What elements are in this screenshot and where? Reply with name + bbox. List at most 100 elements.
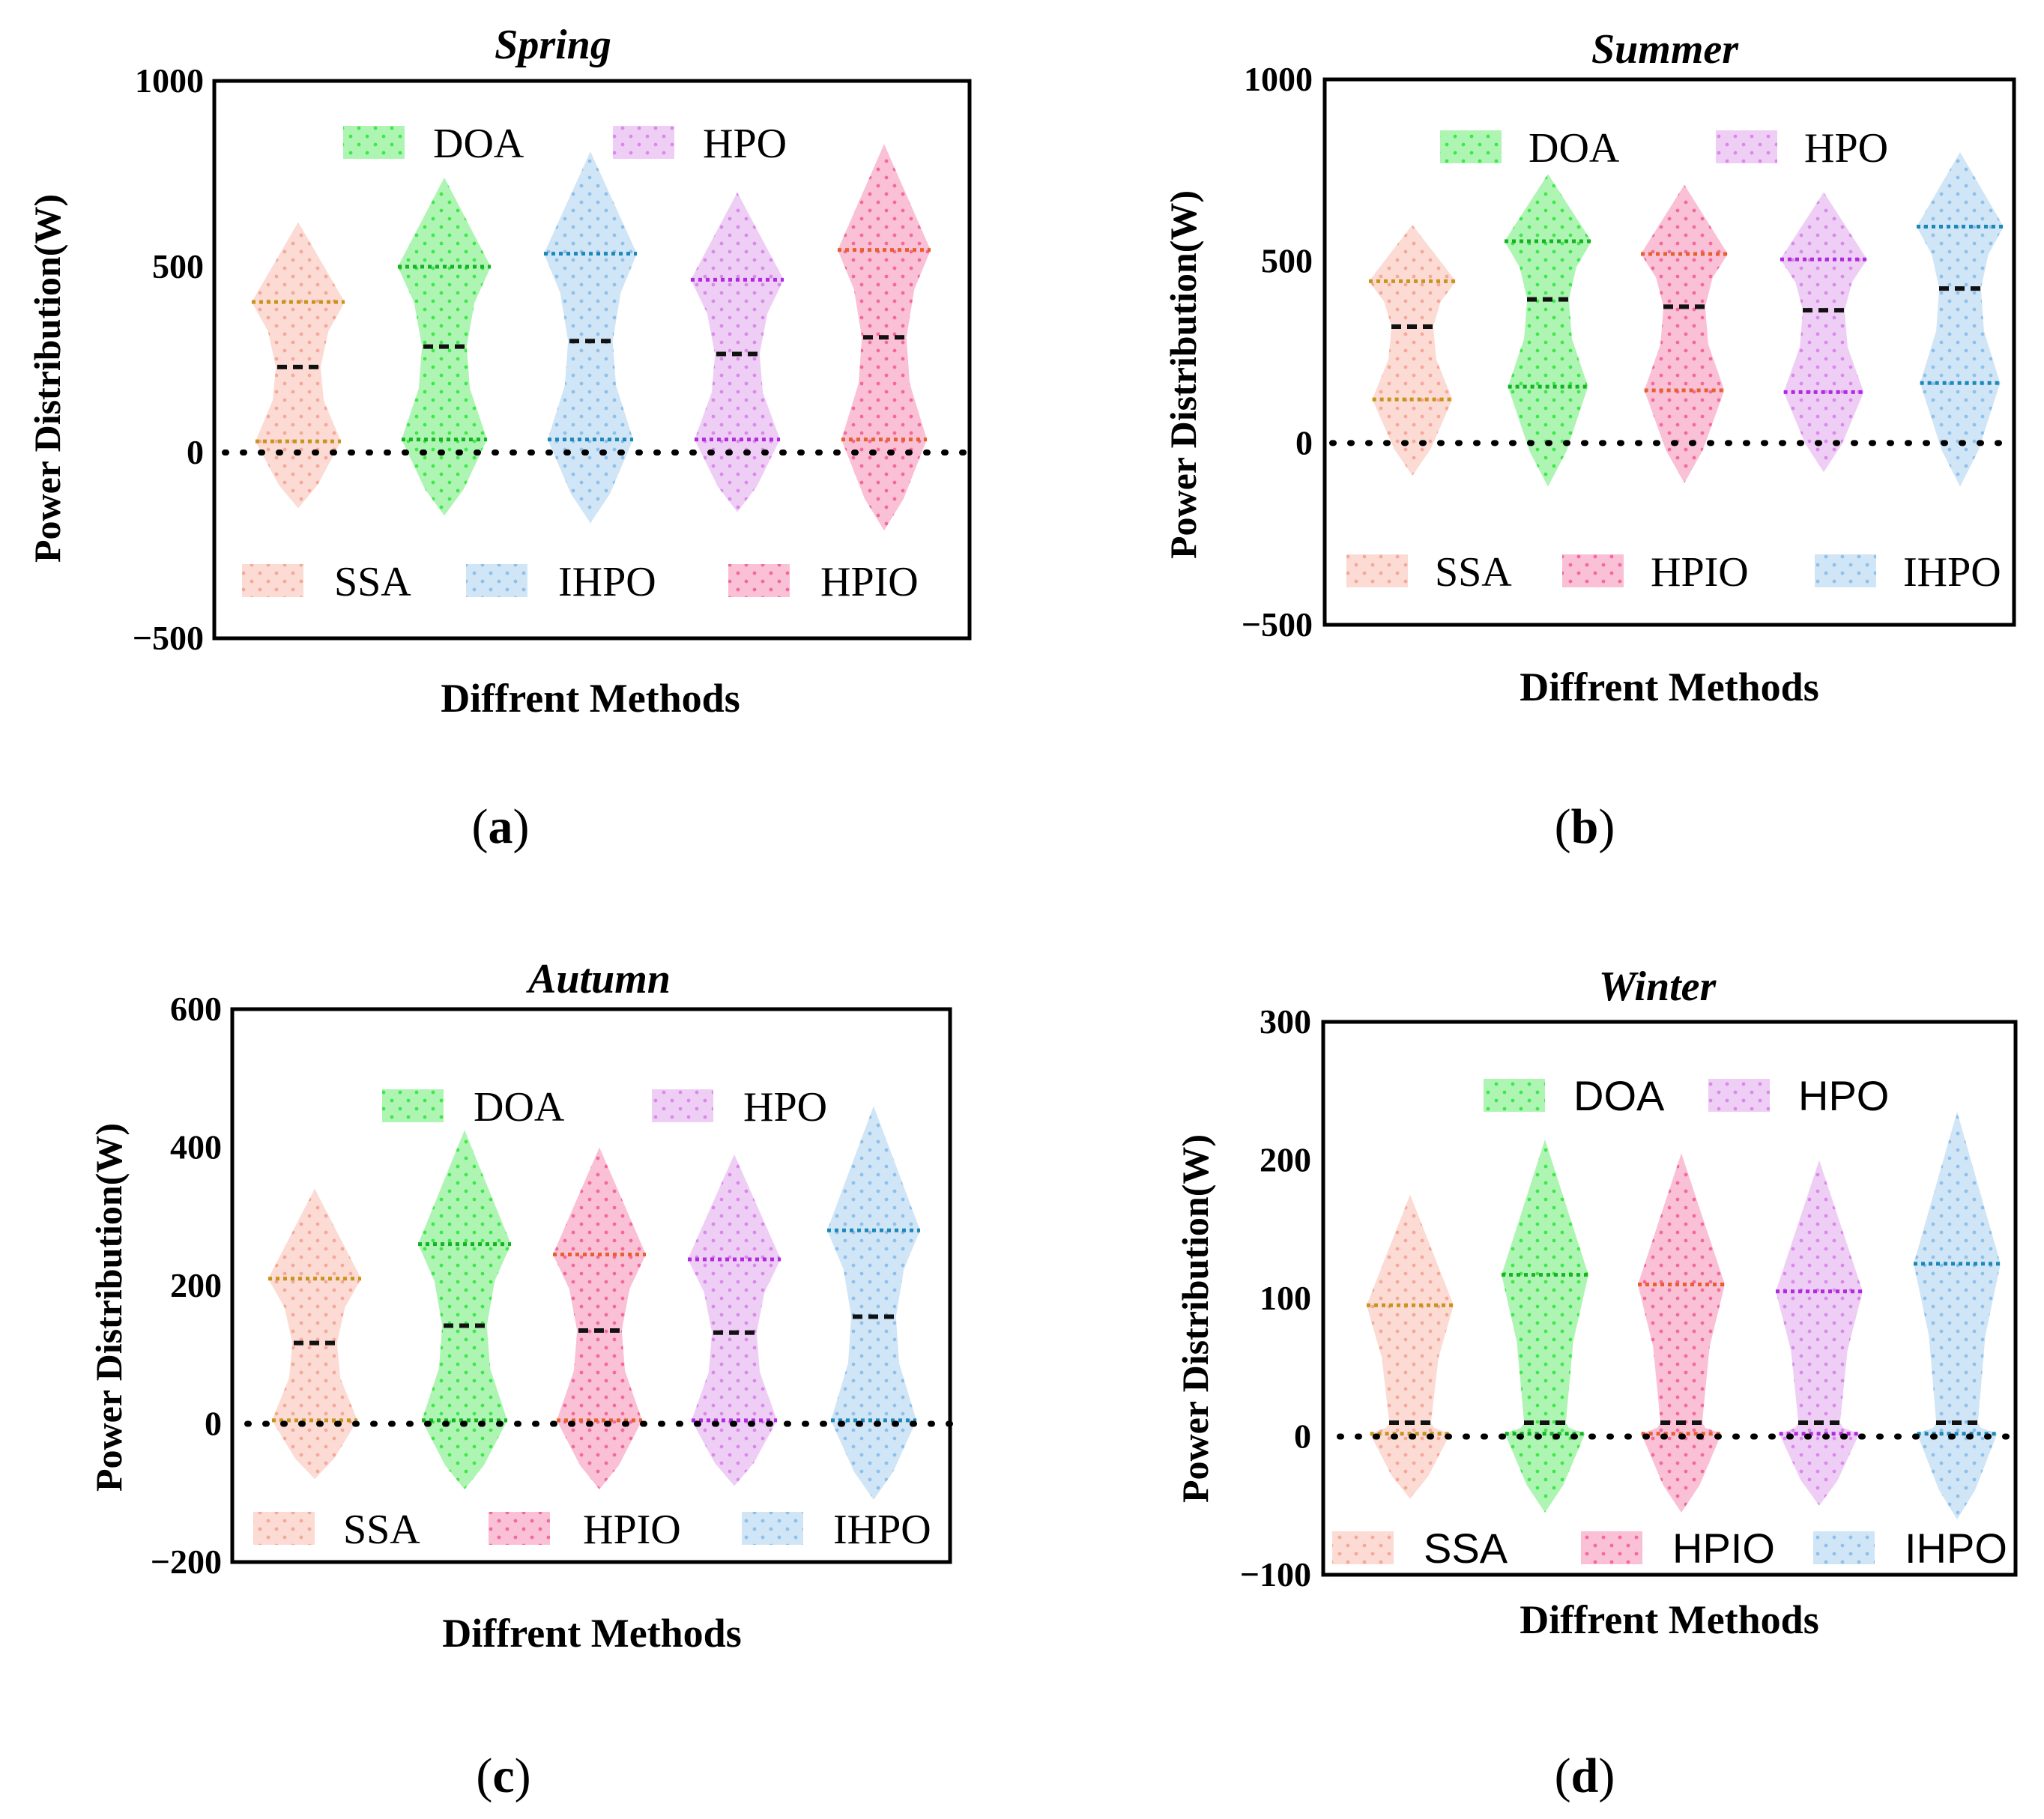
panel-a: Spring 1000 500 0 −500 DOA HPO SSA IHPO HPIO P…: [26, 22, 973, 854]
y-tick-label: −200: [151, 1543, 222, 1581]
violin-ihpo: [1917, 152, 2004, 487]
y-tick-label: 600: [170, 990, 222, 1028]
y-tick-label: 0: [1294, 1417, 1311, 1456]
panel-c: Autumn 600 400 200 0 −200 DOA HPO SSA HPIO IHPO…: [88, 956, 953, 1803]
chart-title: Spring: [495, 22, 611, 68]
y-tick-label: 200: [170, 1266, 222, 1304]
violins: [1367, 1111, 2001, 1520]
y-tick-label: −100: [1240, 1555, 1311, 1593]
chart-title: Winter: [1599, 963, 1717, 1010]
legend-swatch-hpo: [1716, 130, 1777, 163]
violin-hpo: [688, 1154, 781, 1486]
violin-hpo: [1780, 192, 1867, 473]
x-axis-label: Diffrent Methods: [442, 1611, 741, 1656]
legend-bottom: SSA IHPO HPIO: [242, 559, 919, 605]
caption-letter: d: [1571, 1749, 1599, 1803]
legend-label-ihpo: IHPO: [1903, 549, 2001, 596]
legend-top: DOA HPO: [343, 121, 787, 167]
y-axis-label: Power Distribution(W): [26, 194, 68, 563]
violins: [268, 1106, 920, 1500]
legend-label-doa: DOA: [433, 121, 524, 167]
legend-swatch-hpo: [1708, 1079, 1770, 1112]
panel-d: Winter 300 200 100 0 −100 DOA HPO SSA HPIO IHPO…: [1174, 963, 2019, 1803]
legend-label-hpio: HPIO: [1651, 549, 1749, 596]
violin-doa: [1505, 174, 1591, 487]
plot-frame: [1321, 1020, 2018, 1577]
legend-label-hpio: HPIO: [1672, 1525, 1775, 1572]
y-axis-ticks: 600 400 200 0 −200: [151, 990, 222, 1581]
legend-label-ssa: SSA: [1424, 1525, 1508, 1572]
y-tick-label: 0: [1295, 423, 1313, 461]
legend-swatch-hpo: [613, 126, 674, 159]
panel-b: Summer 1000 500 0 −500 DOA HPO SSA HPIO IHPO P…: [1162, 26, 2017, 854]
y-axis-ticks: 1000 500 0 −500: [1242, 60, 1313, 644]
violins: [252, 144, 931, 531]
y-axis-label: Power Distribution(W): [88, 1123, 130, 1492]
legend-swatch-hpio: [728, 564, 790, 597]
legend-swatch-doa: [1440, 130, 1502, 163]
y-axis-ticks: 1000 500 0 −500: [133, 61, 204, 657]
legend-top: DOA HPO: [382, 1084, 827, 1131]
legend-label-hpo: HPO: [703, 121, 787, 167]
plot-frame: [230, 1007, 952, 1564]
legend-label-hpio: HPIO: [820, 559, 919, 605]
legend-swatch-ssa: [242, 564, 303, 597]
legend-swatch-hpio: [1581, 1531, 1642, 1564]
y-tick-label: 500: [152, 247, 204, 285]
x-axis-label: Diffrent Methods: [1520, 665, 1818, 709]
caption-letter: a: [489, 799, 513, 854]
caption-letter: b: [1571, 799, 1599, 854]
y-axis-ticks: 300 200 100 0 −100: [1240, 1002, 1311, 1593]
legend-bottom: SSA HPIO IHPO: [1346, 549, 2001, 596]
y-tick-label: 1000: [1244, 60, 1313, 98]
violin-ihpo: [1914, 1111, 2001, 1520]
legend-swatch-doa: [1484, 1079, 1545, 1112]
violin-doa: [418, 1130, 511, 1490]
plot-frame: [212, 79, 972, 641]
legend-swatch-ssa: [1346, 554, 1408, 587]
x-axis-label: Diffrent Methods: [1520, 1597, 1818, 1642]
legend-label-doa: DOA: [1573, 1072, 1665, 1119]
legend-swatch-ssa: [1332, 1531, 1394, 1564]
panel-caption: (b): [1555, 799, 1615, 854]
legend-top: DOA HPO: [1440, 125, 1888, 172]
y-tick-label: 200: [1260, 1141, 1311, 1179]
y-tick-label: 0: [187, 433, 204, 471]
legend-swatch-ihpo: [742, 1512, 803, 1545]
legend-label-ihpo: IHPO: [558, 559, 656, 605]
y-tick-label: 400: [170, 1128, 222, 1166]
legend-label-ihpo: IHPO: [1905, 1525, 2007, 1572]
violin-ssa: [268, 1188, 361, 1480]
legend-swatch-doa: [343, 126, 405, 159]
caption-letter: c: [492, 1749, 514, 1803]
y-tick-label: 100: [1260, 1279, 1311, 1317]
violin-hpio: [1638, 1153, 1725, 1513]
panel-caption: (d): [1555, 1749, 1615, 1803]
y-tick-label: 500: [1261, 242, 1313, 280]
y-tick-label: 0: [205, 1405, 222, 1443]
legend-label-ssa: SSA: [334, 559, 411, 605]
legend-swatch-ihpo: [466, 564, 527, 597]
violin-hpio: [1641, 184, 1728, 483]
legend-label-hpio: HPIO: [583, 1507, 681, 1553]
panel-caption: (c): [476, 1749, 530, 1803]
y-axis-label: Power Distribution(W): [1162, 190, 1204, 559]
violin-hpio: [553, 1147, 646, 1490]
chart-title: Autumn: [526, 956, 671, 1002]
y-tick-label: 300: [1260, 1002, 1311, 1041]
legend-top: DOA HPO: [1484, 1072, 1889, 1119]
legend-swatch-hpio: [489, 1512, 550, 1545]
legend-label-hpo: HPO: [1804, 125, 1888, 172]
legend-bottom: SSA HPIO IHPO: [253, 1507, 931, 1553]
panel-caption: (a): [472, 799, 530, 854]
violin-hpo: [1776, 1160, 1863, 1506]
legend-swatch-doa: [382, 1089, 444, 1122]
legend-label-doa: DOA: [1529, 125, 1620, 172]
violin-doa: [1502, 1139, 1588, 1513]
legend-label-hpo: HPO: [743, 1084, 827, 1131]
legend-label-doa: DOA: [474, 1084, 565, 1131]
legend-swatch-ihpo: [1813, 1531, 1875, 1564]
chart-title: Summer: [1591, 26, 1739, 73]
legend-label-hpo: HPO: [1798, 1072, 1889, 1119]
y-axis-label: Power Distribution(W): [1174, 1134, 1216, 1503]
